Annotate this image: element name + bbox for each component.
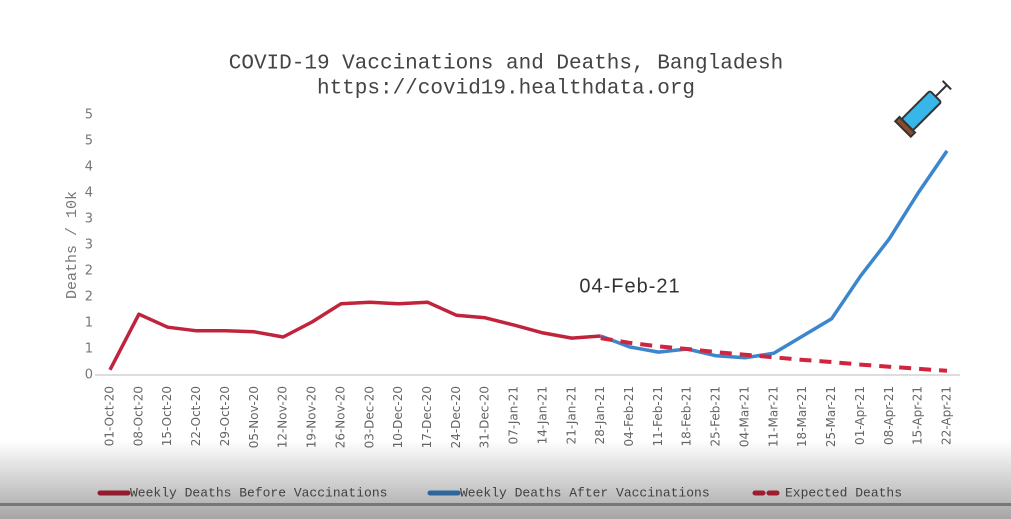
chart-title: COVID-19 Vaccinations and Deaths, Bangla… [229,53,784,76]
x-tick-label: 08-Oct-20 [131,386,145,446]
x-tick-label: 25-Feb-21 [709,386,723,446]
x-tick-label: 31-Dec-20 [478,386,492,448]
x-tick-label: 17-Dec-20 [420,386,434,448]
x-tick-label: 12-Nov-20 [276,386,290,448]
x-tick-label: 24-Dec-20 [449,386,463,448]
series-line [108,300,601,371]
x-tick-label: 11-Mar-21 [766,386,780,447]
y-tick-label: 3 [85,238,93,253]
x-tick-label: 03-Dec-20 [362,386,376,448]
y-axis-label: Deaths / 10k [64,191,81,299]
x-tick-label: 22-Apr-21 [940,386,954,445]
y-tick-label: 1 [85,342,93,357]
x-tick-label: 18-Mar-21 [795,386,809,447]
y-tick-label: 1 [85,316,93,331]
series-line [600,149,949,360]
x-tick-label: 05-Nov-20 [247,386,261,448]
y-tick-label: 3 [85,212,93,227]
x-tick-label: 26-Nov-20 [333,386,347,448]
x-tick-label: 01-Apr-21 [853,386,867,445]
y-tick-label: 2 [85,290,93,305]
progress-bar [0,503,1011,506]
x-tick-label: 22-Oct-20 [189,386,203,446]
x-tick-label: 21-Jan-21 [564,386,578,444]
x-tick-label: 01-Oct-20 [103,386,117,446]
y-tick-label: 5 [85,134,93,149]
x-tick-label: 15-Apr-21 [911,386,925,445]
video-overlay [0,440,1011,519]
x-tick-label: 19-Nov-20 [305,386,319,448]
chart-subtitle: https://covid19.healthdata.org [317,78,695,101]
x-tick-label: 07-Jan-21 [507,386,521,444]
y-tick-label: 5 [85,108,93,123]
annotation: 04-Feb-21 [579,275,680,297]
x-tick-label: 10-Dec-20 [391,386,405,448]
x-tick-label: 15-Oct-20 [160,386,174,446]
y-tick-label: 4 [85,160,93,175]
y-tick-label: 2 [85,264,93,279]
y-tick-label: 4 [85,186,93,201]
x-tick-label: 11-Feb-21 [651,386,665,446]
x-tick-label: 29-Oct-20 [218,386,232,446]
x-tick-label: 14-Jan-21 [535,386,549,444]
x-tick-label: 04-Mar-21 [737,386,751,447]
x-tick-label: 08-Apr-21 [882,386,896,445]
x-tick-label: 18-Feb-21 [680,386,694,446]
syringe-icon [893,80,952,139]
x-tick-label: 25-Mar-21 [824,386,838,447]
x-tick-label: 28-Jan-21 [593,386,607,444]
y-tick-label: 0 [85,368,93,383]
series-line [600,336,948,373]
x-tick-label: 04-Feb-21 [622,386,636,446]
